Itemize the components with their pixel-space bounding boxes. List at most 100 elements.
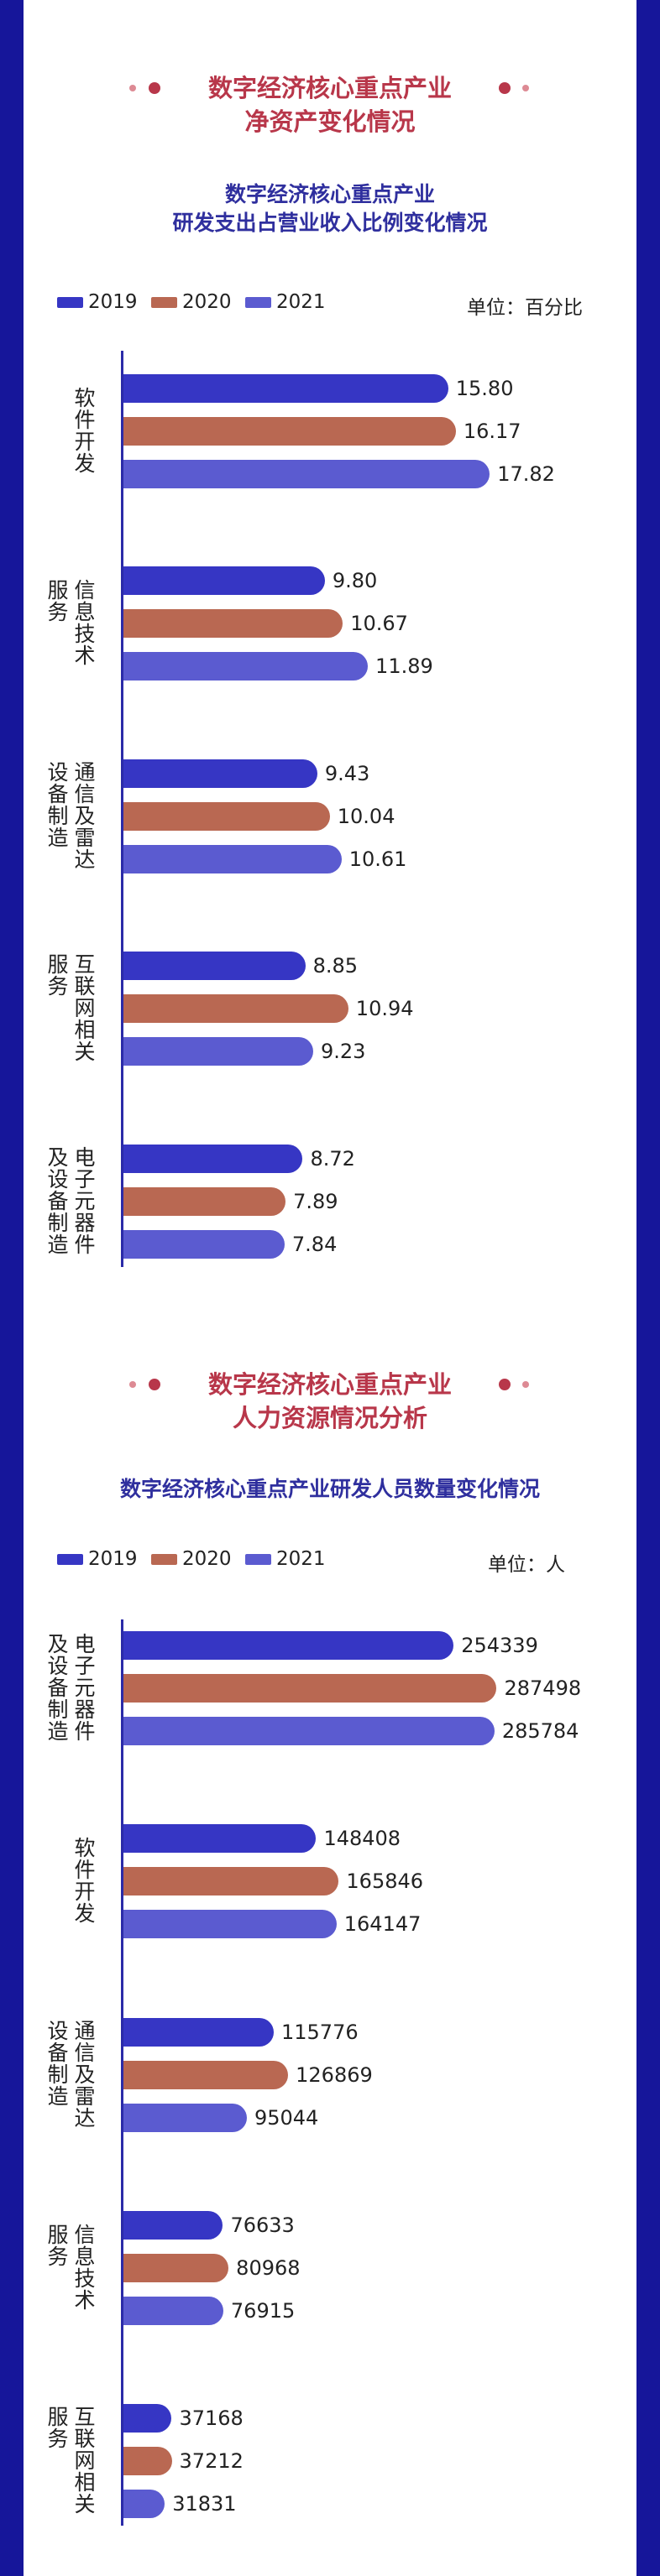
chart1-legend-2019: 2019 [57,291,138,313]
chart1-title-line1: 数字经济核心重点产业 [224,182,435,206]
bar-2019 [123,2211,223,2240]
value-label: 164147 [343,1912,422,1936]
bar-2020 [123,2447,172,2475]
bar-2021 [123,652,369,681]
category-label-prefix: 服务 [47,952,69,999]
chart2-legend-2020: 2020 [151,1548,232,1570]
bar-2019 [123,374,448,403]
decor-dot-icon [149,1379,160,1390]
left-frame-border [0,0,24,2576]
bar-2021 [123,2297,223,2325]
value-label: 9.23 [320,1040,366,1063]
category-label-prefix: 及设备制造 [47,1632,69,1744]
chart1-title-line2: 研发支出占营业收入比例变化情况 [172,211,488,235]
bar-2021 [123,1910,337,1938]
value-label: 8.72 [310,1147,355,1171]
bar-2019 [123,566,325,595]
right-frame-border [636,0,660,2576]
bar-2020 [123,417,456,446]
bar-2021 [123,1230,285,1259]
chart2-legend-2019: 2019 [57,1548,138,1570]
category-label: 互联网相关 [74,2405,96,2516]
value-label: 10.61 [348,847,407,871]
decor-dot-icon [129,1381,136,1388]
value-label: 287498 [504,1676,582,1700]
category-label-prefix: 服务 [47,2405,69,2451]
value-label: 76915 [230,2299,296,2323]
value-label: 148408 [323,1827,401,1850]
category-label-prefix: 设备制造 [47,760,69,850]
bar-2019 [123,1631,454,1660]
category-label: 软件开发 [74,1836,96,1926]
decor-dot-icon [499,82,511,94]
bar-2021 [123,2104,247,2132]
decor-dot-icon [149,82,160,94]
value-label: 285784 [501,1719,579,1743]
decor-dot-icon [522,85,529,91]
value-label: 37212 [179,2449,244,2473]
chart2-axis [121,1619,123,2526]
category-label: 信息技术 [74,2223,96,2313]
bar-2021 [123,1717,495,1745]
section2-header-line2: 人力资源情况分析 [232,1404,427,1432]
value-label: 76633 [230,2214,295,2237]
bar-2021 [123,1037,313,1066]
value-label: 254339 [461,1634,538,1657]
value-label: 15.80 [455,377,514,400]
value-label: 17.82 [497,462,555,486]
value-label: 7.89 [293,1190,338,1213]
decor-dot-icon [499,1379,511,1390]
value-label: 7.84 [291,1233,338,1256]
chart1-axis [121,351,123,1267]
bar-2019 [123,1824,317,1853]
chart2-legend-2021: 2021 [245,1548,326,1570]
value-label: 16.17 [463,420,521,443]
bar-2019 [123,2018,274,2047]
value-label: 165846 [346,1869,424,1893]
bar-2021 [123,460,490,488]
bar-2020 [123,802,330,831]
chart2-unit: 单位：人 [488,1554,565,1576]
decor-dot-icon [129,85,136,91]
value-label: 11.89 [375,654,433,678]
section2-header-line1: 数字经济核心重点产业 [207,1370,452,1399]
value-label: 115776 [280,2021,359,2044]
value-label: 37168 [179,2407,244,2430]
value-label: 10.04 [337,805,395,828]
bar-2020 [123,2061,289,2089]
value-label: 126869 [296,2063,373,2087]
section1-header-line2: 净资产变化情况 [244,107,416,136]
value-label: 31831 [172,2492,237,2516]
value-label: 8.85 [312,954,359,978]
category-label: 电子元器件 [74,1145,96,1257]
value-label: 80968 [236,2256,301,2280]
category-label: 电子元器件 [74,1632,96,1744]
value-label: 10.94 [355,997,414,1020]
bar-2019 [123,759,317,788]
chart1-legend-2021: 2021 [245,291,326,313]
bar-2019 [123,2404,172,2433]
value-label: 95044 [254,2106,319,2130]
category-label: 通信及雷达 [74,2019,96,2130]
chart2-title: 数字经济核心重点产业研发人员数量变化情况 [119,1477,540,1501]
chart1-legend-2020: 2020 [151,291,232,313]
category-label-prefix: 及设备制造 [47,1145,69,1257]
bar-2019 [123,952,306,980]
bar-2019 [123,1145,303,1173]
bar-2021 [123,845,342,873]
value-label: 9.80 [332,569,378,592]
chart1-unit: 单位：百分比 [467,297,583,319]
category-label-prefix: 服务 [47,2223,69,2269]
category-label: 通信及雷达 [74,760,96,872]
bar-2020 [123,1867,339,1895]
category-label: 信息技术 [74,578,96,668]
category-label: 互联网相关 [74,952,96,1064]
bar-2021 [123,2490,165,2518]
category-label-prefix: 服务 [47,578,69,624]
bar-2020 [123,1187,286,1216]
category-label: 软件开发 [74,386,96,476]
category-label-prefix: 设备制造 [47,2019,69,2109]
value-label: 9.43 [324,762,370,785]
bar-2020 [123,2254,229,2282]
decor-dot-icon [522,1381,529,1388]
